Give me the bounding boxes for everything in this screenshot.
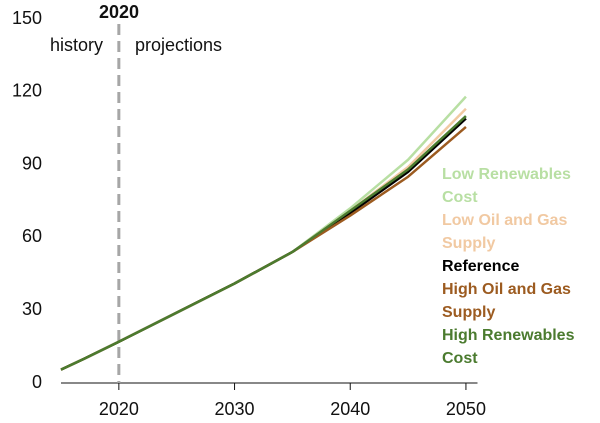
x-tick-label: 2030 — [215, 399, 255, 419]
legend-entry: Reference — [442, 258, 520, 275]
series-line — [60, 95, 467, 371]
x-tick-label: 2050 — [446, 399, 486, 419]
y-tick-label: 120 — [12, 81, 42, 101]
y-tick-label: 150 — [12, 8, 42, 28]
legend-entry: High Renewables Cost — [442, 327, 575, 367]
x-tick-label: 2040 — [330, 399, 370, 419]
y-tick-label: 90 — [22, 153, 42, 173]
y-tick-label: 60 — [22, 226, 42, 246]
y-tick-label: 0 — [32, 372, 42, 392]
series-line — [60, 107, 467, 371]
series-line — [60, 115, 467, 371]
legend-entry: Low Renewables Cost — [442, 166, 571, 206]
legend-entry: High Oil and Gas Supply — [442, 281, 571, 321]
legend: Low Renewables Cost Low Oil and Gas Suppl… — [442, 163, 600, 370]
legend-entry: Low Oil and Gas Supply — [442, 212, 568, 252]
divider-label: 2020 — [99, 2, 139, 22]
history-label: history — [50, 35, 103, 55]
projections-label: projections — [135, 35, 222, 55]
series-line — [60, 117, 467, 371]
x-tick-label: 2020 — [99, 399, 139, 419]
y-tick-label: 30 — [22, 299, 42, 319]
